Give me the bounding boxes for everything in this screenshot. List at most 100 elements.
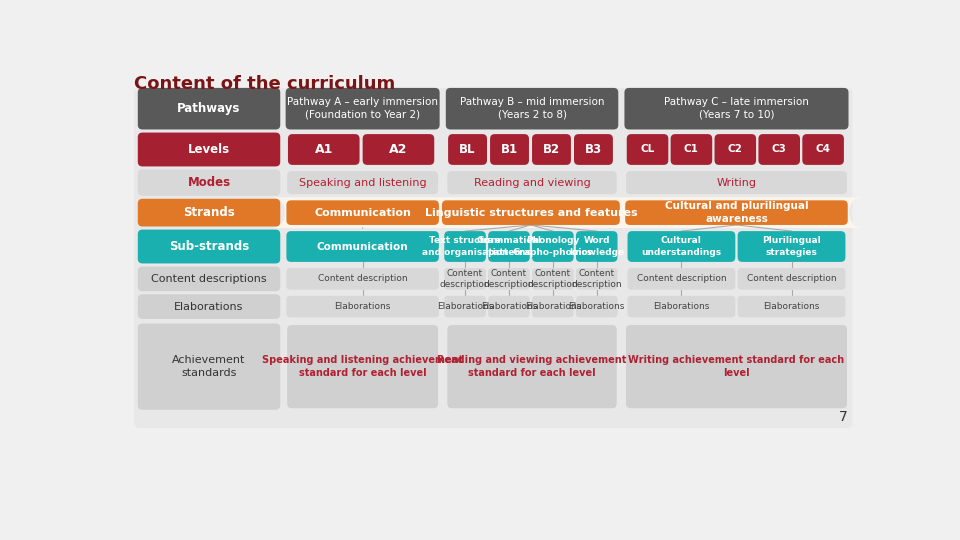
FancyBboxPatch shape [270, 197, 865, 228]
FancyBboxPatch shape [628, 231, 735, 262]
FancyBboxPatch shape [627, 134, 668, 165]
Text: Text structure
and organisation: Text structure and organisation [421, 237, 508, 256]
FancyBboxPatch shape [286, 296, 439, 318]
Text: Reading and viewing achievement
standard for each level: Reading and viewing achievement standard… [438, 355, 627, 378]
Text: Phonology
Grapho-phonics: Phonology Grapho-phonics [513, 237, 593, 256]
FancyBboxPatch shape [714, 134, 756, 165]
Text: Content description: Content description [318, 274, 407, 284]
Text: Elaborations: Elaborations [175, 301, 244, 312]
Text: A1: A1 [315, 143, 333, 156]
FancyBboxPatch shape [532, 268, 574, 289]
FancyBboxPatch shape [576, 231, 617, 262]
Text: Strands: Strands [183, 206, 235, 219]
FancyBboxPatch shape [624, 88, 849, 130]
FancyBboxPatch shape [737, 231, 846, 262]
FancyBboxPatch shape [138, 294, 280, 319]
Text: Cultural
understandings: Cultural understandings [641, 237, 722, 256]
Text: C3: C3 [772, 145, 786, 154]
FancyBboxPatch shape [532, 134, 571, 165]
FancyBboxPatch shape [625, 200, 848, 225]
FancyBboxPatch shape [628, 268, 735, 289]
Text: B2: B2 [543, 143, 560, 156]
FancyBboxPatch shape [448, 134, 487, 165]
Text: Plurilingual
strategies: Plurilingual strategies [762, 237, 821, 256]
FancyBboxPatch shape [758, 134, 800, 165]
Text: C1: C1 [684, 145, 699, 154]
FancyBboxPatch shape [138, 132, 280, 166]
Text: Speaking and listening: Speaking and listening [299, 178, 426, 187]
Text: Pathways: Pathways [178, 102, 241, 115]
FancyBboxPatch shape [363, 134, 434, 165]
FancyBboxPatch shape [138, 267, 280, 291]
FancyBboxPatch shape [444, 231, 486, 262]
Text: Speaking and listening achievement
standard for each level: Speaking and listening achievement stand… [262, 355, 464, 378]
Text: Cultural and plurilingual
awareness: Cultural and plurilingual awareness [664, 201, 808, 224]
Text: Levels: Levels [188, 143, 230, 156]
FancyBboxPatch shape [442, 200, 620, 225]
FancyBboxPatch shape [737, 268, 846, 289]
Text: Word
knowledge: Word knowledge [569, 237, 624, 256]
FancyBboxPatch shape [286, 268, 439, 289]
Text: Elaborations: Elaborations [525, 302, 581, 311]
FancyBboxPatch shape [574, 134, 612, 165]
Text: Elaborations: Elaborations [763, 302, 820, 311]
Text: Pathway B – mid immersion
(Years 2 to 8): Pathway B – mid immersion (Years 2 to 8) [460, 98, 604, 120]
FancyBboxPatch shape [626, 171, 847, 194]
Text: Grammatical
patterns: Grammatical patterns [476, 237, 541, 256]
FancyBboxPatch shape [626, 325, 847, 408]
FancyBboxPatch shape [138, 170, 280, 195]
FancyBboxPatch shape [488, 268, 530, 289]
FancyBboxPatch shape [532, 231, 574, 262]
FancyBboxPatch shape [447, 171, 616, 194]
FancyBboxPatch shape [138, 230, 280, 264]
Text: 7: 7 [839, 410, 848, 423]
Text: Pathway A – early immersion
(Foundation to Year 2): Pathway A – early immersion (Foundation … [287, 98, 438, 120]
FancyBboxPatch shape [286, 200, 439, 225]
Text: Content of the curriculum: Content of the curriculum [134, 75, 396, 93]
Text: Modes: Modes [187, 176, 230, 189]
FancyBboxPatch shape [737, 296, 846, 318]
Text: Elaborations: Elaborations [481, 302, 538, 311]
Text: Content description: Content description [747, 274, 836, 284]
FancyBboxPatch shape [138, 323, 280, 410]
FancyBboxPatch shape [445, 88, 618, 130]
Text: BL: BL [459, 143, 476, 156]
Text: CL: CL [640, 145, 655, 154]
FancyBboxPatch shape [803, 134, 844, 165]
Text: Elaborations: Elaborations [653, 302, 709, 311]
Text: Elaborations: Elaborations [568, 302, 625, 311]
Text: Pathway C – late immersion
(Years 7 to 10): Pathway C – late immersion (Years 7 to 1… [664, 98, 809, 120]
FancyBboxPatch shape [490, 134, 529, 165]
Text: Elaborations: Elaborations [334, 302, 391, 311]
Text: B1: B1 [501, 143, 518, 156]
Text: Content
description: Content description [484, 269, 535, 289]
FancyBboxPatch shape [287, 171, 438, 194]
Text: B3: B3 [585, 143, 602, 156]
Text: Content
description: Content description [527, 269, 578, 289]
Text: Sub-strands: Sub-strands [169, 240, 250, 253]
Text: Communication: Communication [314, 208, 411, 218]
Text: Content
description: Content description [571, 269, 622, 289]
FancyBboxPatch shape [576, 268, 617, 289]
FancyBboxPatch shape [287, 325, 438, 408]
Text: A2: A2 [389, 143, 408, 156]
Text: C4: C4 [816, 145, 830, 154]
Text: Writing achievement standard for each
level: Writing achievement standard for each le… [629, 355, 845, 378]
FancyBboxPatch shape [628, 296, 735, 318]
FancyBboxPatch shape [286, 88, 440, 130]
FancyBboxPatch shape [576, 296, 617, 318]
Text: Content descriptions: Content descriptions [152, 274, 267, 284]
Text: Achievement
standards: Achievement standards [173, 355, 246, 378]
FancyBboxPatch shape [288, 134, 360, 165]
Text: Content
description: Content description [440, 269, 491, 289]
Text: C2: C2 [728, 145, 743, 154]
FancyBboxPatch shape [532, 296, 574, 318]
FancyBboxPatch shape [447, 325, 616, 408]
Text: Content description: Content description [636, 274, 726, 284]
FancyBboxPatch shape [488, 231, 530, 262]
Text: Elaborations: Elaborations [437, 302, 493, 311]
FancyBboxPatch shape [138, 88, 280, 130]
Text: Linguistic structures and features: Linguistic structures and features [424, 208, 637, 218]
FancyBboxPatch shape [286, 231, 439, 262]
FancyBboxPatch shape [444, 268, 486, 289]
